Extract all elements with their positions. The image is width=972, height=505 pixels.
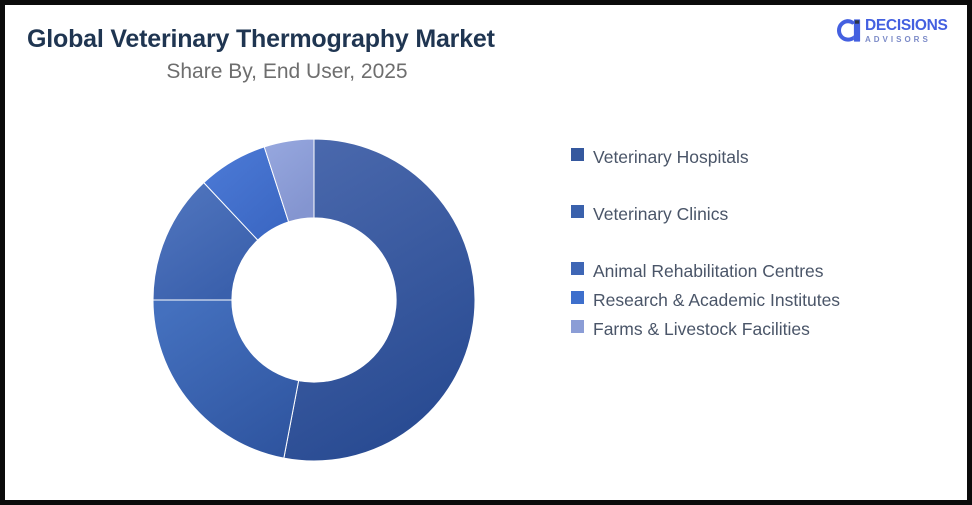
donut-slice[interactable] — [283, 139, 475, 461]
legend-item-veterinary-hospitals[interactable]: Veterinary Hospitals — [571, 143, 901, 171]
legend-item-label: Farms & Livestock Facilities — [593, 319, 810, 339]
donut-chart — [153, 139, 475, 461]
logo-wordmark: DECISIONS — [865, 17, 948, 34]
page-title: Global Veterinary Thermography Market — [27, 25, 495, 53]
legend-item-veterinary-clinics[interactable]: Veterinary Clinics — [571, 200, 901, 228]
donut-chart-svg — [153, 139, 475, 461]
legend-swatch-icon — [571, 291, 584, 304]
legend-swatch-icon — [571, 205, 584, 218]
chart-legend: Veterinary Hospitals Veterinary Clinics … — [571, 143, 901, 343]
legend-item-label: Animal Rehabilitation Centres — [593, 261, 824, 281]
logo-tagline: ADVISORS — [865, 35, 931, 44]
donut-slice[interactable] — [263, 139, 315, 223]
legend-item-research-academic-institutes[interactable]: Research & Academic Institutes — [571, 286, 901, 314]
legend-item-label: Veterinary Clinics — [593, 204, 729, 224]
legend-swatch-icon — [571, 320, 584, 333]
logo-text-block: DECISIONS ADVISORS — [865, 17, 948, 45]
page-subtitle: Share By, End User, 2025 — [166, 60, 408, 83]
donut-slice[interactable] — [153, 299, 300, 459]
legend-item-label: Veterinary Hospitals — [593, 147, 749, 167]
legend-swatch-icon — [571, 148, 584, 161]
legend-item-animal-rehabilitation-centres[interactable]: Animal Rehabilitation Centres — [571, 257, 901, 285]
legend-item-farms-livestock-facilities[interactable]: Farms & Livestock Facilities — [571, 315, 901, 343]
legend-swatch-icon — [571, 262, 584, 275]
donut-slice-group — [153, 139, 475, 461]
chart-canvas: Global Veterinary Thermography Market Sh… — [5, 5, 967, 500]
legend-item-label: Research & Academic Institutes — [593, 290, 841, 310]
decisions-advisors-logo-icon — [837, 19, 861, 42]
brand-logo: DECISIONS ADVISORS — [835, 17, 953, 53]
